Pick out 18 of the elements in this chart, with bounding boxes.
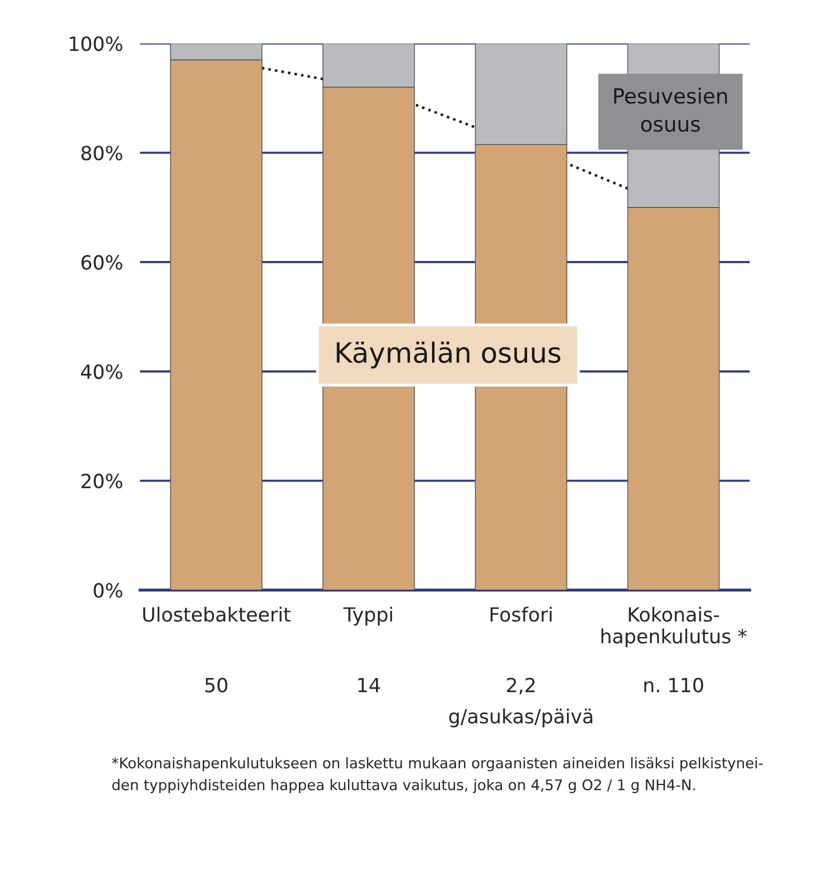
text: 14 [358, 678, 380, 692]
text: *Kokonaishapenkulutukseen on laskettu mukaan orgaanisten aineiden lisäksi pelkistynei- den typpiyhdisteiden happea kuluttava vaikutus, joka on 4,57 g O2 / 1 g NH4-N. [112, 757, 763, 794]
x-tick-label: Ulostebakteerit [143, 606, 290, 622]
y-tick-label: 40% [81, 364, 122, 380]
y-tick-label: 20% [82, 474, 122, 488]
x-tick-label: Kokonais- hapenkulutus * [601, 606, 747, 648]
text: n. 110 [644, 678, 704, 692]
text: 50 [205, 678, 228, 692]
series-label: Käymälän osuus [336, 342, 560, 368]
y-tick-label: 60% [81, 255, 122, 270]
y-tick-label: 100% [70, 36, 122, 52]
series-label: Pesuvesien osuus [614, 88, 727, 132]
y-tick-label: 0% [94, 583, 122, 598]
text: 2,2 [507, 678, 535, 694]
y-tick-label: 80% [81, 146, 122, 160]
x-tick-label: Fosfori [490, 606, 552, 622]
text: g/asukas/päivä [449, 708, 592, 728]
x-tick-label: Typpi [343, 606, 392, 626]
